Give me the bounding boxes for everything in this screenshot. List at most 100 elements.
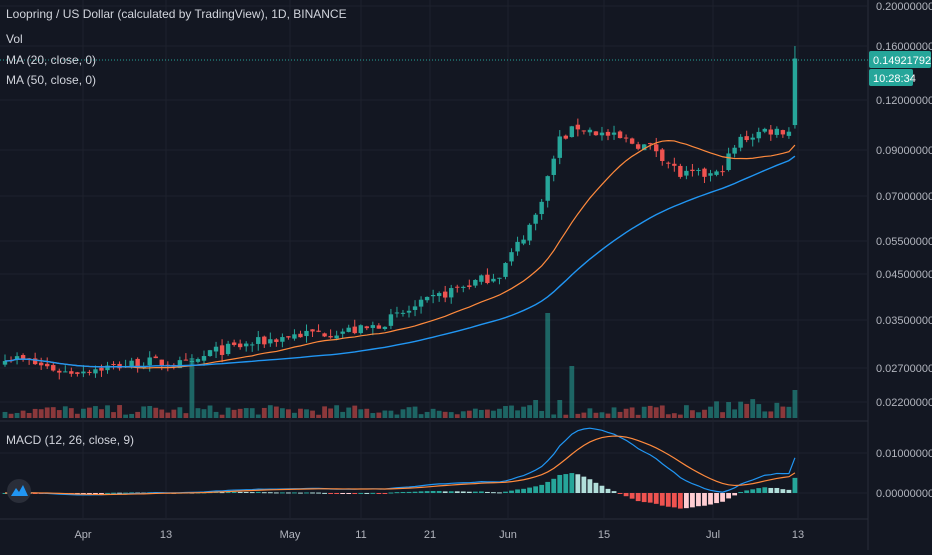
candle-body [455,286,460,288]
time-axis-label: Apr [74,529,91,541]
candle-body [479,275,484,282]
volume-bar [195,408,201,418]
candle-body [111,363,116,365]
macd-hist-bar [249,492,255,494]
candle-body [449,288,454,298]
macd-hist-bar [352,493,358,494]
ma50-legend[interactable]: MA (50, close, 0) [6,73,97,87]
volume-bar [587,408,593,418]
macd-hist-bar [744,490,750,493]
macd-hist-bar [545,481,551,493]
macd-hist-bar [756,488,762,493]
volume-bar [44,407,50,418]
macd-hist-bar [726,493,731,499]
volume-bar [714,401,719,418]
last-price-value: 0.14921792 [873,55,931,67]
macd-hist-bar [792,477,798,493]
volume-bar [346,407,352,418]
ma20-legend[interactable]: MA (20, close, 0) [6,53,97,67]
signal-line [4,435,796,496]
macd-hist-bar [605,488,611,493]
macd-axis[interactable]: 0.01000000 0.00000000 [876,448,932,500]
candle-body [225,343,231,355]
candle-body [672,163,677,166]
candle-body [364,326,369,329]
candle-body [635,144,641,149]
macd-hist-bar [219,492,225,494]
macd-hist-bar [557,474,563,493]
candle-body [732,147,737,154]
tradingview-logo[interactable] [7,479,31,503]
candle-body [587,129,593,133]
macd-hist-bar [478,491,484,493]
candle-body [551,158,556,175]
price-axis-label: 0.02700000 [876,363,932,375]
volume-bar [569,366,575,418]
volume-bar [56,410,62,418]
macd-hist-bar [575,474,581,493]
volume-bar [653,407,659,418]
volume-bar [412,406,418,418]
volume-bar [786,406,792,418]
macd-hist-bar [653,493,659,504]
symbol-title[interactable]: Loopring / US Dollar (calculated by Trad… [6,7,347,21]
candle-body [322,333,327,337]
candle-body [509,252,514,262]
price-axis-label: 0.20000000 [876,1,932,13]
volume-bar [491,410,496,418]
volume-bar [527,405,533,418]
candle-body [792,58,798,126]
candle-body [177,360,183,369]
price-axis[interactable]: 0.20000000 0.16000000 0.12000000 0.09000000… [876,1,932,409]
time-axis-label: Jun [499,529,517,541]
candle-body [38,362,44,366]
volume-bar [129,413,135,418]
candle-body [599,132,605,136]
candle-body [605,131,611,136]
volume-bar [460,411,466,418]
time-axis[interactable]: Apr 13 May 11 21 Jun 15 Jul 13 [74,529,804,541]
time-axis-label: 13 [160,529,172,541]
volume-bar [551,414,557,418]
volume-bar [292,412,297,418]
volume-bar [575,413,581,418]
macd-hist-bar [231,491,237,493]
candle-body [756,131,761,139]
candle-body [684,170,689,176]
volume-bar [279,408,285,418]
volume-bar [201,409,207,418]
candle-body [418,299,424,307]
ma50-line [4,155,796,368]
macd-legend[interactable]: MACD (12, 26, close, 9) [6,433,135,447]
candle-body [786,131,792,136]
candle-body [250,344,255,346]
candle-body [666,162,671,164]
volume-bar [376,412,382,418]
macd-hist-bar [665,493,671,507]
candle-body [129,360,134,368]
volume-bar [780,406,786,418]
volume-bar [213,411,219,418]
volume-bar [690,410,695,418]
volume-bar [762,411,768,418]
volume-bar [171,409,177,418]
volume-bar [744,403,750,418]
candle-body [623,137,629,139]
macd-hist-bar [460,491,466,493]
volume-bar [87,407,92,418]
volume-bar [750,399,756,418]
macd-hist-bar [551,478,557,493]
candle-body [280,337,285,342]
macd-hist-bar [720,493,725,502]
candle-body [533,214,538,224]
macd-hist-bar [527,487,533,493]
price-axis-label: 0.07000000 [876,191,932,203]
candle-body [328,336,333,338]
vol-legend[interactable]: Vol [6,32,23,46]
volume-bar [515,410,520,418]
candle-body [726,153,731,170]
candle-body [45,363,50,367]
candle-body [762,128,767,132]
candle-body [641,144,647,151]
